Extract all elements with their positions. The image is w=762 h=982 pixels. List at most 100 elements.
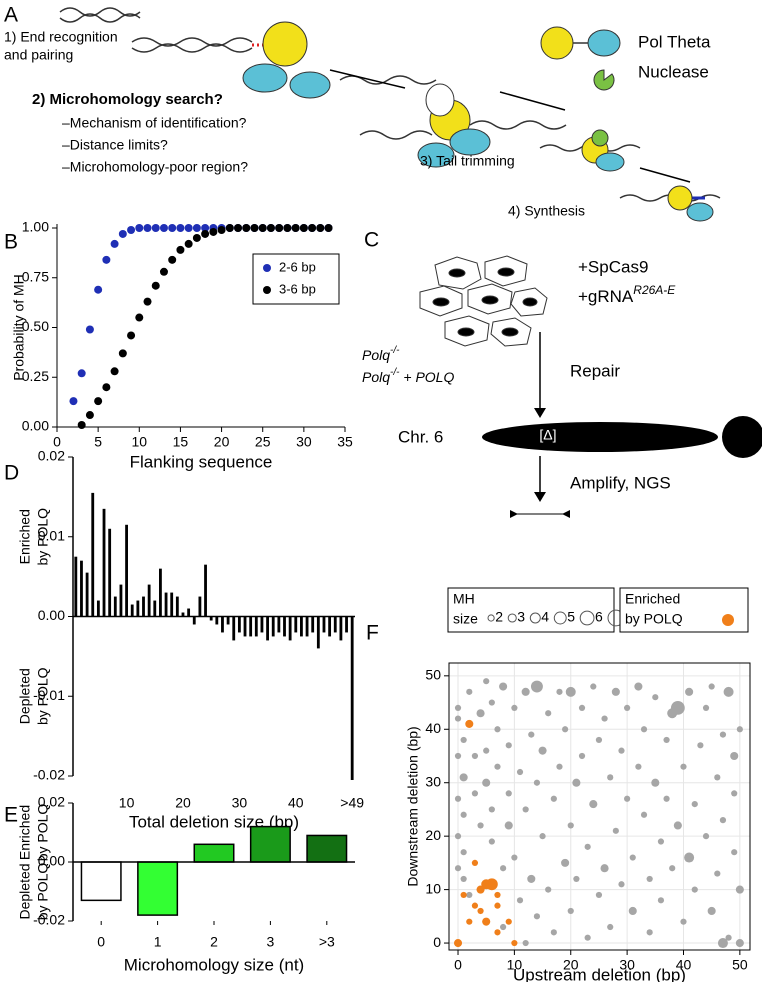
dna: [59, 13, 141, 23]
bubble: [640, 811, 648, 818]
pol-theta-polymerase: [417, 142, 455, 168]
dna: [131, 43, 253, 53]
bubble: [459, 773, 468, 782]
point: [192, 224, 201, 232]
y-axis-label: Probability of MH: [11, 274, 27, 381]
x-axis-label: Upstream deletion (bp): [513, 965, 686, 982]
size-legend-label: 6: [595, 609, 603, 625]
question: –Distance limits?: [62, 137, 168, 153]
dna: [359, 130, 433, 140]
bubble: [466, 918, 473, 925]
panel-letter: D: [4, 462, 19, 485]
bubble: [714, 774, 721, 781]
bubble: [488, 699, 495, 706]
pol-theta-polymerase: [449, 128, 491, 156]
y-axis-label: Depleted: [17, 668, 33, 724]
bubble: [565, 686, 576, 697]
bubble: [494, 726, 501, 733]
bubble: [640, 726, 648, 733]
bar: [260, 616, 264, 633]
step-label: and pairing: [4, 47, 73, 63]
point: [266, 224, 275, 232]
bubble: [685, 687, 694, 696]
bubble: [601, 715, 608, 722]
bubble: [561, 858, 570, 867]
point: [143, 224, 152, 232]
bubble: [670, 700, 685, 715]
bubble: [460, 891, 467, 899]
bubble: [634, 682, 643, 691]
y-axis-label: by POLQ: [35, 667, 51, 725]
y-tick-label: -0.02: [33, 767, 65, 783]
step-label: Repair: [570, 361, 620, 380]
point: [69, 397, 78, 406]
x-tick-label: 40: [676, 957, 692, 973]
size-legend-label: 3: [517, 609, 525, 625]
point: [77, 421, 86, 430]
dna: [469, 120, 567, 130]
bubble: [595, 736, 603, 744]
bar: [85, 572, 89, 617]
bubble: [595, 891, 603, 899]
bar: [204, 564, 207, 617]
nuclease: [591, 129, 609, 147]
bubble: [465, 719, 474, 728]
bar: [96, 600, 100, 617]
bubble: [651, 778, 660, 787]
arrow: [639, 167, 691, 183]
bubble: [673, 821, 682, 830]
point: [209, 227, 218, 236]
bar: [328, 616, 332, 637]
point: [110, 239, 119, 248]
legend-label: 2-6 bp: [279, 259, 316, 274]
x-tick-label: 10: [131, 434, 147, 450]
bubble: [477, 907, 484, 915]
size-legend-marker: [507, 613, 517, 623]
point: [234, 224, 243, 232]
x-tick-label: 5: [94, 434, 102, 450]
dna: [339, 75, 437, 85]
y-axis-label: by POLQ: [35, 508, 51, 566]
bubble: [691, 800, 698, 808]
bar: [113, 596, 117, 617]
bubble: [460, 875, 467, 883]
bubble: [454, 865, 462, 872]
bubble: [635, 763, 642, 770]
bar: [350, 616, 354, 780]
panel-a: A 1) End recognition and pairing 2) Micr…: [4, 4, 721, 222]
point: [201, 229, 210, 238]
pol-theta-polymerase: [289, 71, 331, 99]
point: [85, 325, 94, 334]
bubble: [646, 929, 653, 936]
bubble: [702, 704, 710, 711]
x-tick-label: 20: [175, 795, 191, 811]
legend-icon: [587, 29, 621, 57]
bubble: [684, 852, 695, 863]
y-tick-label: 50: [425, 667, 441, 683]
bubble: [657, 897, 665, 904]
bubble: [680, 918, 687, 925]
pol-theta-helicase: [262, 21, 308, 67]
y-tick-label: 0.75: [22, 268, 49, 284]
point: [275, 224, 284, 232]
bar: [102, 508, 106, 617]
bubble: [714, 870, 721, 877]
step-label: 2) Microhomology search?: [32, 91, 223, 108]
bubble: [483, 747, 490, 754]
bar: [232, 616, 236, 641]
bar: [339, 616, 343, 641]
bubble: [719, 731, 727, 738]
bubble: [504, 821, 513, 830]
point: [135, 313, 144, 322]
size-legend-marker: [487, 614, 495, 622]
bubble: [494, 929, 501, 936]
bubble: [528, 731, 535, 738]
point: [85, 411, 94, 420]
point: [299, 224, 308, 232]
step-label: 3) Tail trimming: [420, 153, 515, 169]
bubble: [477, 822, 484, 829]
bubble: [488, 806, 495, 813]
bubble: [652, 694, 659, 701]
bar: [108, 528, 112, 617]
